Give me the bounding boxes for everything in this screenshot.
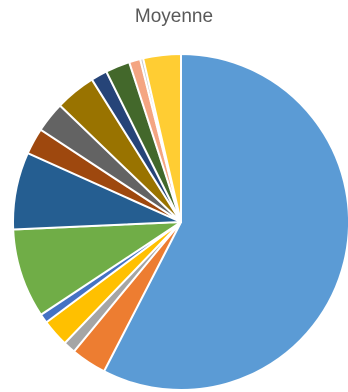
pie-slice-15 xyxy=(142,53,182,223)
pie-slice-1 xyxy=(103,53,348,391)
pie-slice-6 xyxy=(12,221,182,316)
chart-title: Moyenne xyxy=(134,6,214,27)
